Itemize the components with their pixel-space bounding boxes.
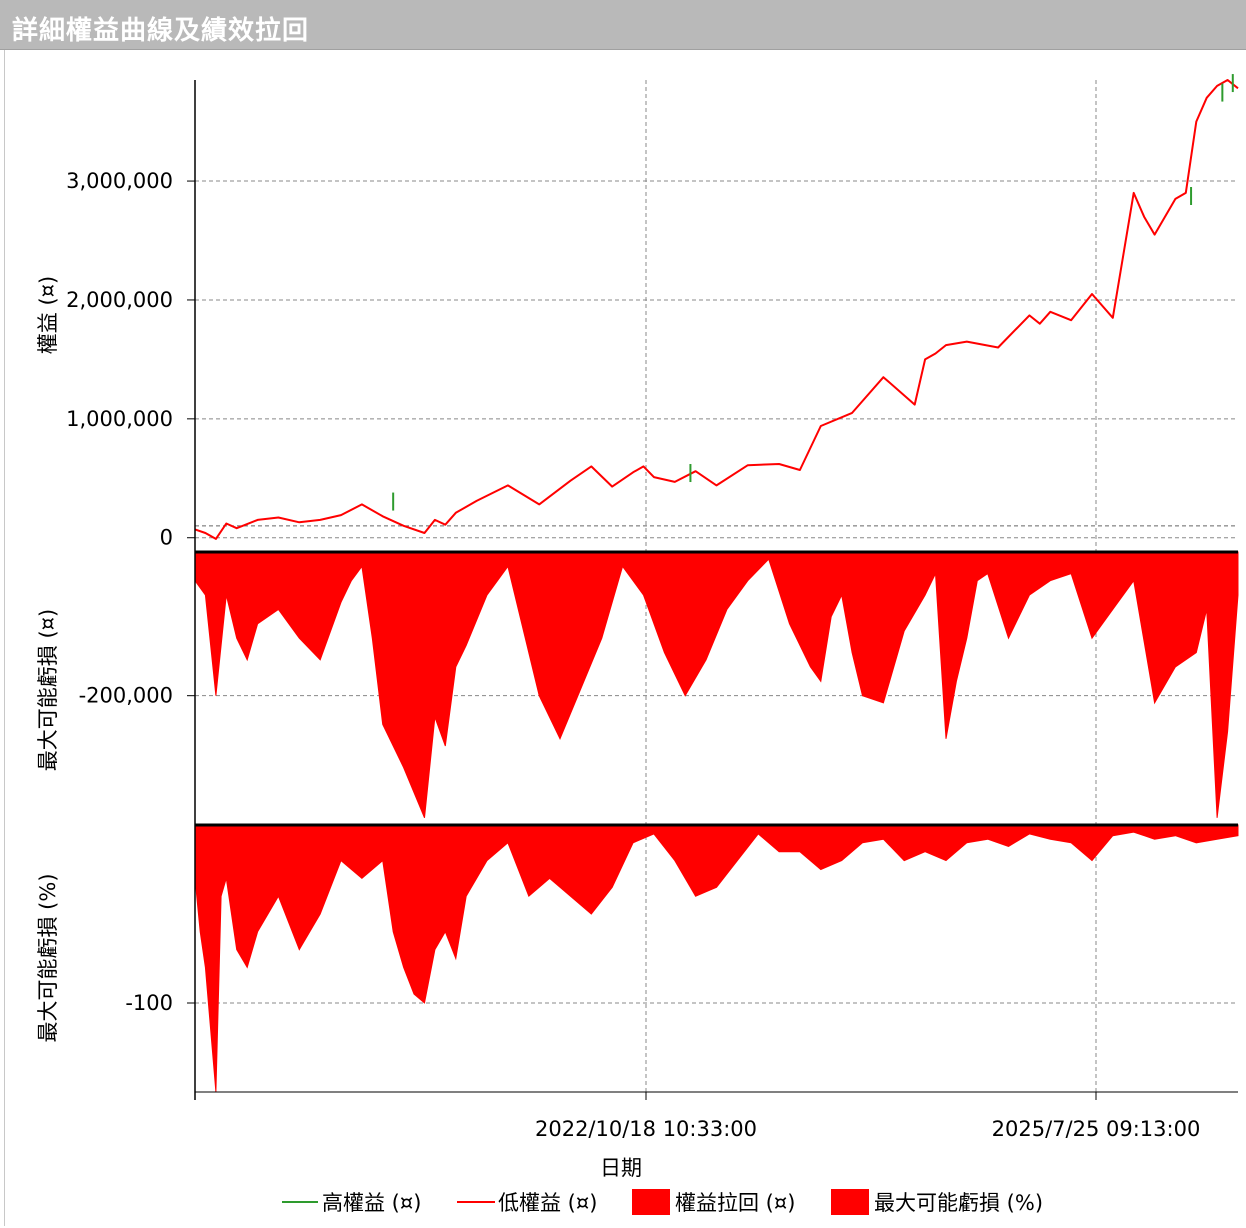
legend-label-equity-drawdown: 權益拉回 (¤) [675, 1191, 795, 1215]
x-axis-label: 日期 [600, 1156, 642, 1180]
pct-y-tick-label-1: -100 [125, 991, 173, 1015]
drawdown-y-axis-label: 最大可能虧損 (¤) [36, 609, 60, 771]
x-tick-label-1: 2022/10/18 10:33:00 [535, 1117, 757, 1141]
legend: 高權益 (¤) 低權益 (¤) 權益拉回 (¤) 最大可能虧損 (%) [282, 1189, 1043, 1215]
legend-label-high-equity: 高權益 (¤) [322, 1191, 421, 1215]
grid-lines [195, 80, 1238, 1092]
equity-y-tick-label-1: 0 [160, 526, 173, 550]
equity-lines [194, 74, 1239, 540]
drawdown-areas [194, 551, 1239, 1093]
equity-y-tick-label-3: 2,000,000 [66, 288, 173, 312]
legend-label-low-equity: 低權益 (¤) [498, 1191, 597, 1215]
drawdown-y-tick-label-1: -200,000 [79, 684, 173, 708]
equity-y-tick-label-4: 3,000,000 [66, 169, 173, 193]
chart-frame [4, 50, 1243, 1226]
axis-labels: 權益 (¤) 最大可能虧損 (¤) 最大可能虧損 (%) 2022/10/18 … [36, 276, 1200, 1180]
legend-swatch-equity-drawdown [632, 1189, 670, 1215]
pct-y-axis-label: 最大可能虧損 (%) [36, 873, 60, 1042]
equity-y-tick-label-2: 1,000,000 [66, 407, 173, 431]
legend-label-max-loss-pct: 最大可能虧損 (%) [874, 1191, 1043, 1215]
low-equity-line [194, 79, 1239, 540]
legend-swatch-max-loss-pct [831, 1189, 869, 1215]
pct-area [194, 824, 1239, 1093]
x-tick-label-2: 2025/7/25 09:13:00 [992, 1117, 1201, 1141]
window-title: 詳細權益曲線及績效拉回 [12, 16, 310, 46]
drawdown-area [194, 551, 1239, 818]
equity-y-axis-label: 權益 (¤) [36, 276, 60, 354]
title-bar: 詳細權益曲線及績效拉回 [0, 0, 1246, 50]
axes: 0 1,000,000 2,000,000 3,000,000 -200,000 -100 [66, 80, 1238, 1100]
